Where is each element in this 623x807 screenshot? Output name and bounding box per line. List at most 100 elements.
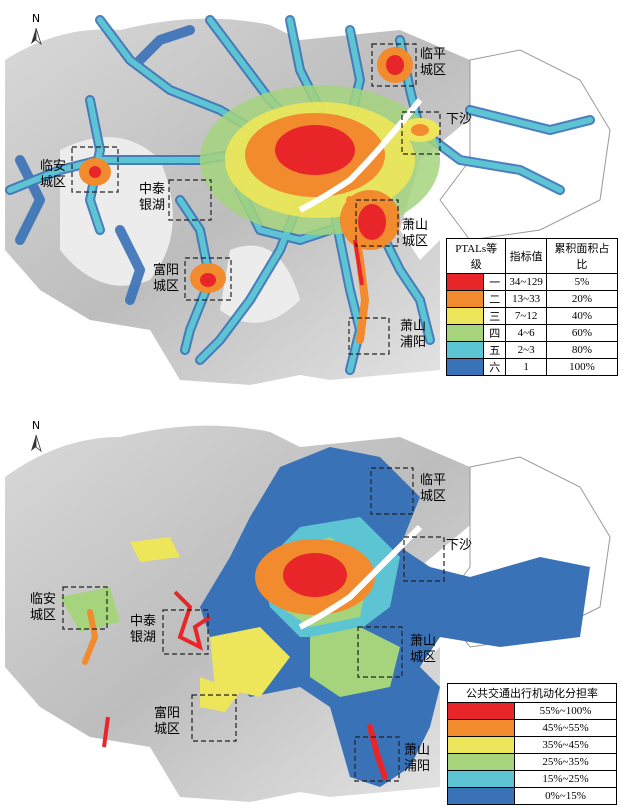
legend-row: 四 4~6 60% [445,324,619,342]
legend-share: 40% [545,307,619,325]
share-linan-high [82,609,99,665]
share-south-strip [102,716,110,748]
legend-row: 六 1 100% [445,358,619,376]
ptal-xiaoshan-peak [358,204,386,240]
legend-row: 三 7~12 40% [445,307,619,325]
legend-header-level: PTALs等级 [445,238,507,274]
legend-value: 7~12 [505,307,547,325]
label-zhongtai-2: 银湖 [139,198,165,213]
legend-range: 15%~25% [514,770,617,788]
legend-range: 45%~55% [514,719,617,737]
legend-level: 一 [445,273,507,291]
terrain-light [60,137,300,323]
legend-swatch [447,719,515,737]
legend-share: 20% [545,290,619,308]
legend-swatch [447,736,515,754]
label-puyang-2: 浦阳 [400,335,426,350]
label-fuyang-2: 城区 [154,722,180,737]
label-xiaoshan-1: 萧山 [410,634,436,649]
ptal-fuyang-peak [200,273,216,287]
legend-row: 45%~55% [447,719,617,737]
study-area-boxes [62,467,445,782]
legend-header-share: 累积面积占比 [545,238,619,274]
legend-header-value: 指标值 [505,238,547,274]
label-linan-2: 城区 [40,175,66,190]
legend-value: 1 [505,358,547,376]
label-xiaoshan-2: 城区 [402,234,428,249]
legend-value: 34~129 [505,273,547,291]
legend-range: 35%~45% [514,736,617,754]
legend-swatch [447,359,484,375]
place-labels: 临平 城区 下沙 临安 城区 中泰 银湖 萧山 城区 富阳 城区 萧山 浦阳 [30,473,472,774]
label-linping-2: 城区 [420,63,446,78]
legend-swatch [447,325,484,341]
label-xiaoshan-2: 城区 [410,650,436,665]
transit-share-legend: 公共交通出行机动化分担率 55%~100% 45%~55% 35%~45% 25%~3… [447,683,617,805]
legend-level: 二 [445,290,507,308]
legend-row: 二 13~33 20% [445,290,619,308]
ptal-level-1-core [275,125,355,175]
legend-level: 三 [445,307,507,325]
label-fuyang-2: 城区 [153,279,179,294]
legend-swatch [447,308,484,324]
north-label: N [32,419,40,432]
label-puyang-1: 萧山 [400,319,426,334]
legend-row: 55%~100% [447,702,617,720]
legend-share: 100% [545,358,619,376]
label-puyang-2: 浦阳 [404,759,430,774]
legend-swatch [447,702,515,720]
legend-level-label: 二 [489,294,501,306]
label-fuyang-1: 富阳 [153,262,179,278]
ptal-legend: PTALs等级 指标值 累积面积占比 一 34~129 5% 二 13~33 20% 三 7~… [445,238,619,376]
legend-level-label: 一 [489,277,501,289]
label-puyang-1: 萧山 [404,743,430,758]
north-label: N [32,12,40,25]
share-zhongtai-high [173,590,212,651]
label-xiasha-1: 下沙 [446,538,472,553]
legend-value: 2~3 [505,341,547,359]
ptal-linping-peak [386,55,404,75]
share-35-45-zones [130,537,290,712]
legend-row: 一 34~129 5% [445,273,619,291]
label-linan-1: 临安 [30,592,56,607]
legend-share: 60% [545,324,619,342]
legend-share: 80% [545,341,619,359]
legend-row: 五 2~3 80% [445,341,619,359]
legend-level: 四 [445,324,507,342]
label-xiaoshan-1: 萧山 [402,218,428,233]
legend-swatch [447,274,484,290]
legend-range: 55%~100% [514,702,617,720]
legend-level: 五 [445,341,507,359]
legend-level-label: 六 [489,362,501,374]
share-55-100-core [283,553,347,597]
label-linan-1: 临安 [40,159,66,174]
legend-row: 35%~45% [447,736,617,754]
legend-level-label: 三 [489,311,501,323]
place-labels: 临平 城区 下沙 临安 城区 中泰 银湖 萧山 城区 富阳 城区 萧山 浦阳 [40,47,472,350]
label-xiasha-1: 下沙 [446,112,472,127]
ptal-xiasha-peak [411,124,429,136]
north-arrow: N [31,12,42,46]
river [298,98,423,213]
river [298,524,423,630]
plain-outline [439,49,611,241]
ptal-linan-peak [89,166,101,178]
legend-title: 公共交通出行机动化分担率 [447,683,617,703]
legend-swatch [447,342,484,358]
legend-level-label: 五 [489,345,501,357]
ptal-map: N 临平 城区 下沙 临安 城区 中泰 银湖 萧山 城区 富阳 城区 萧山 浦阳 [5,12,611,385]
legend-row: 25%~35% [447,753,617,771]
label-fuyang-1: 富阳 [154,705,180,721]
legend-swatch [447,291,484,307]
transit-share-map: N 临平 城区 下沙 临安 城区 中泰 银湖 萧山 城区 富阳 城区 萧山 浦阳 [5,419,611,802]
legend-share: 5% [545,273,619,291]
legend-swatch [447,770,515,788]
legend-swatch [447,787,515,805]
label-zhongtai-1: 中泰 [139,182,165,197]
label-zhongtai-1: 中泰 [130,614,156,629]
legend-value: 4~6 [505,324,547,342]
label-linping-2: 城区 [420,489,446,504]
legend-row: 0%~15% [447,787,617,805]
ptal-xiaoshan-corridor-red [353,239,364,286]
legend-level: 六 [445,358,507,376]
